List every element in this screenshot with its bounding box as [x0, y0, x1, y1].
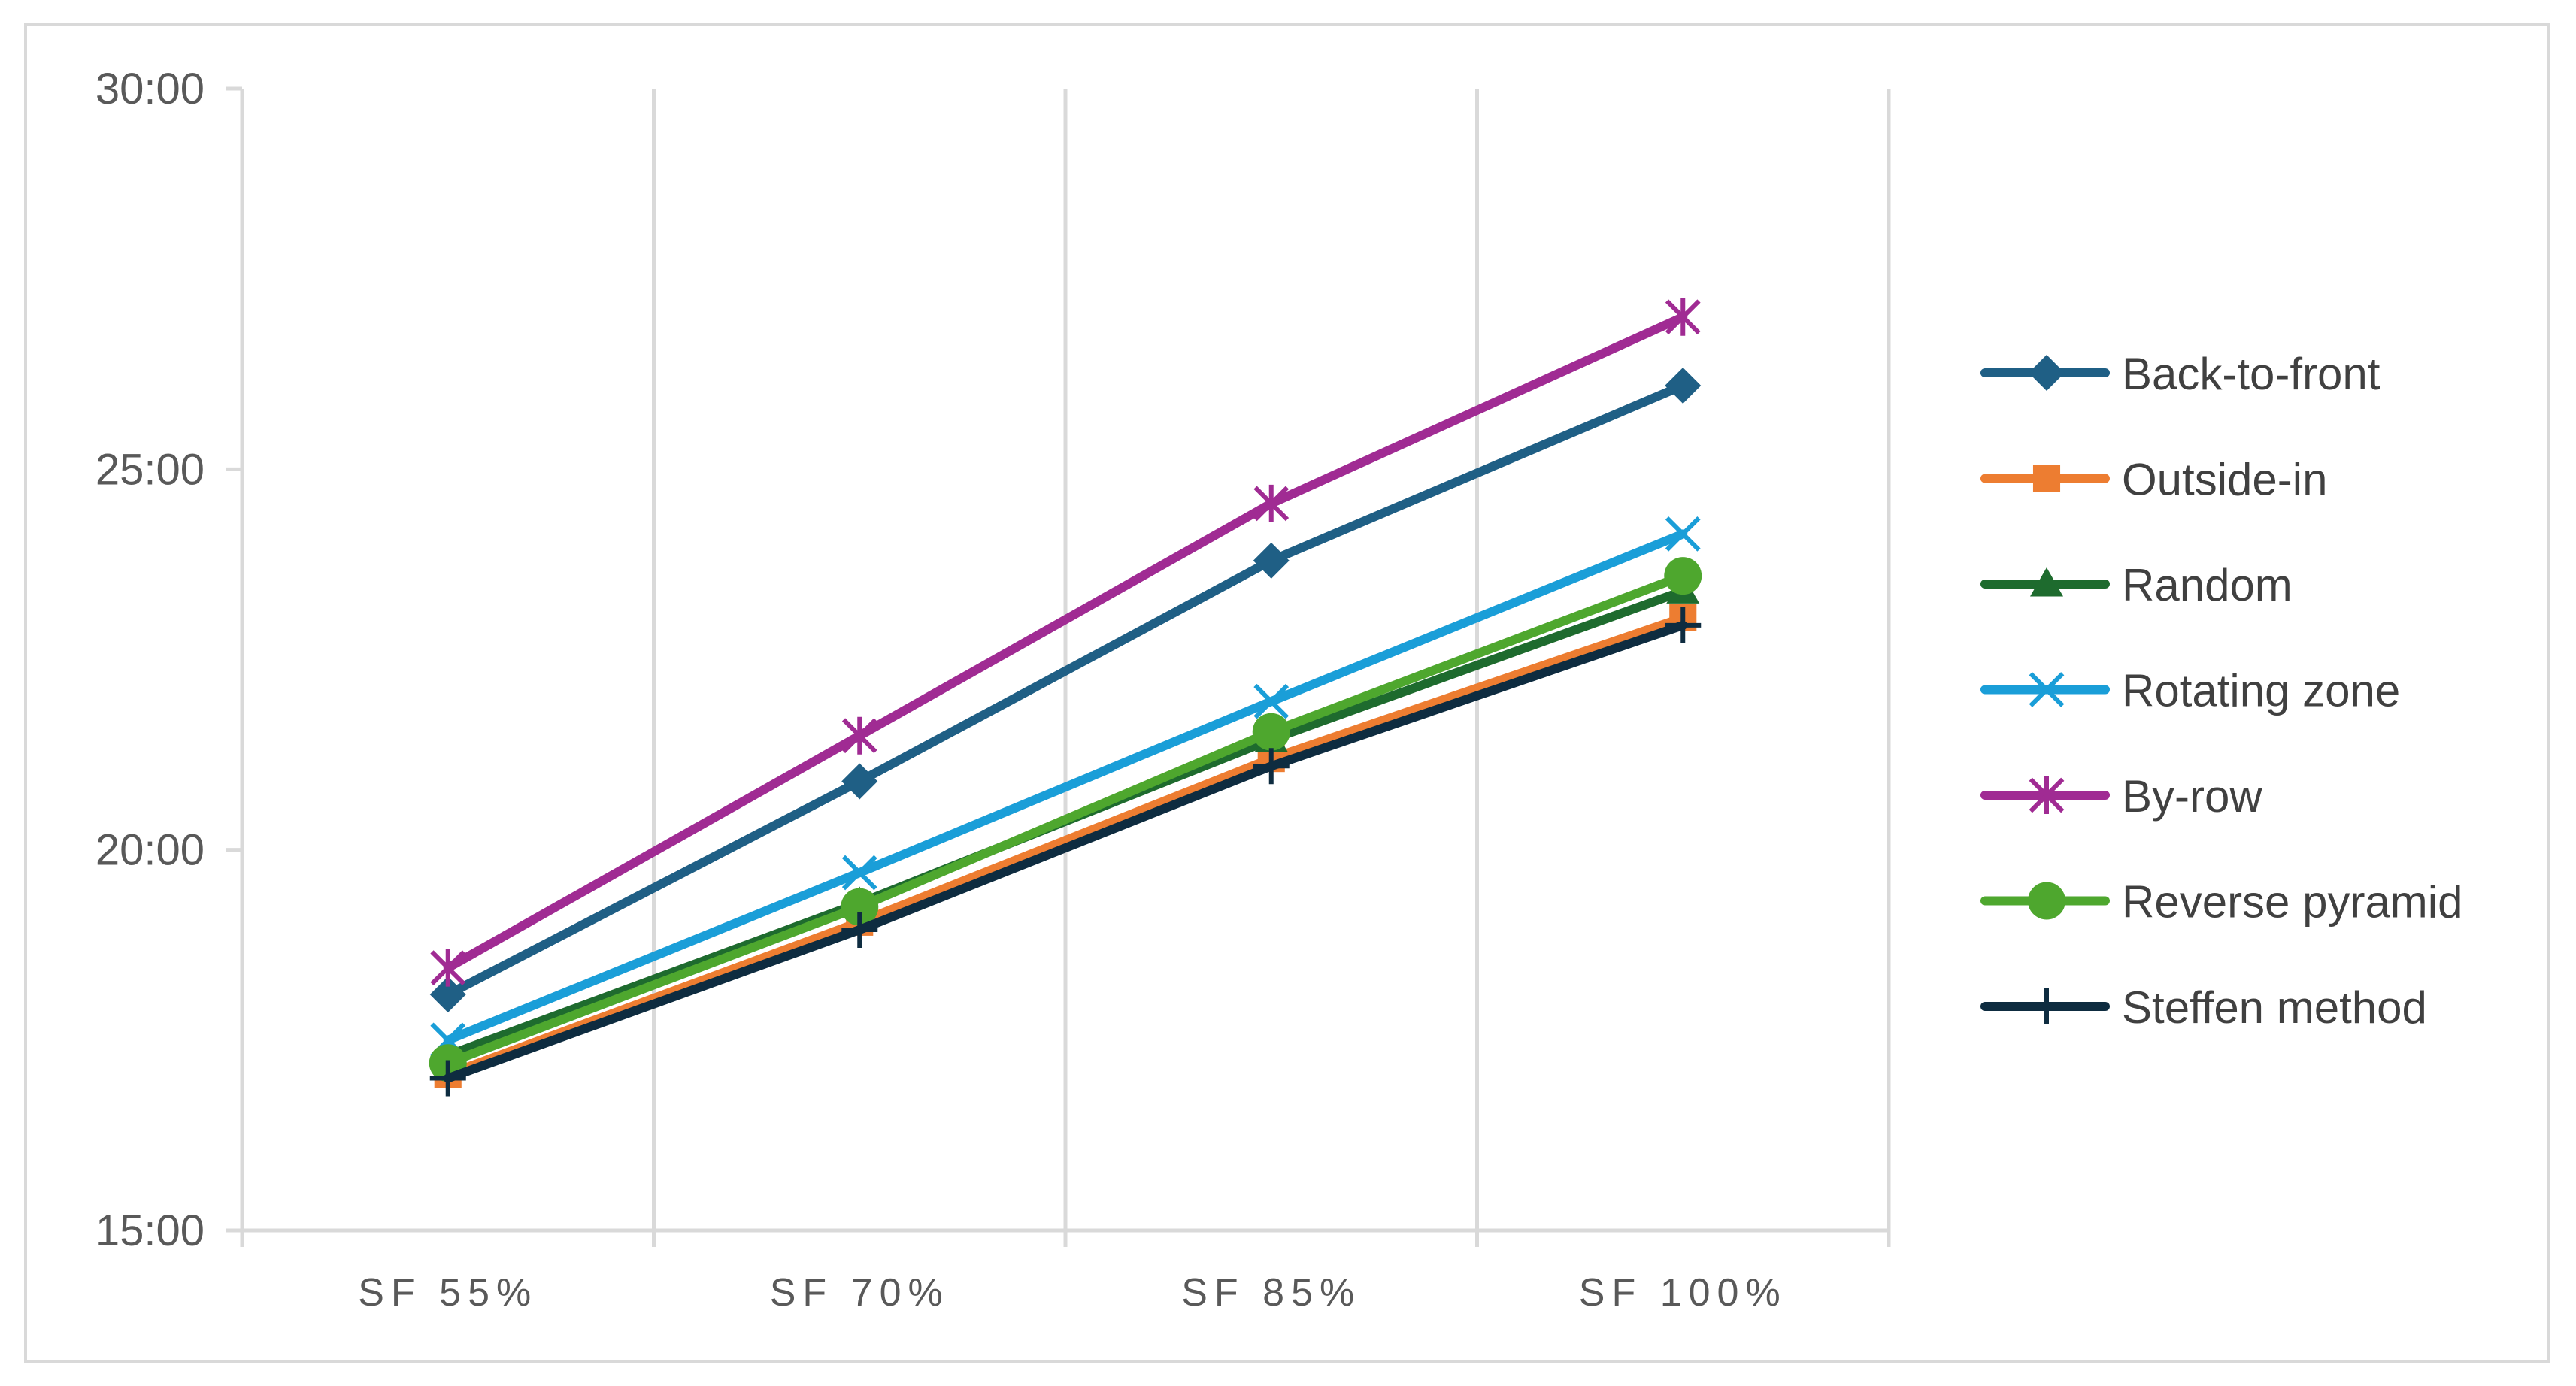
- grid-lines: [652, 89, 1891, 1230]
- legend-entry: By-row: [1980, 771, 2262, 822]
- data-point-marker: [2030, 567, 2063, 597]
- legend-label: Back-to-front: [2122, 349, 2381, 399]
- data-point-marker: [2028, 882, 2065, 920]
- data-point-marker: [2029, 776, 2065, 814]
- axes: 15:00 20:00 25:00 30:00 SF 55% SF 70% SF 85% SF…: [95, 65, 1891, 1315]
- data-point-marker: [2029, 988, 2065, 1024]
- legend-label: Reverse pyramid: [2122, 877, 2463, 928]
- data-point-marker: [841, 855, 877, 891]
- data-point-marker: [1665, 367, 1702, 404]
- data-point-marker: [1253, 683, 1290, 719]
- data-point-marker: [1253, 748, 1290, 785]
- data-point-marker: [841, 912, 878, 948]
- data-point-marker: [1253, 542, 1290, 579]
- legend: Back-to-front Outside-in Random Rotating zo…: [1980, 349, 2463, 1033]
- series-line: [443, 312, 1688, 973]
- series-line: [443, 571, 1688, 1068]
- legend-label: Rotating zone: [2122, 666, 2400, 716]
- legend-entry: Steffen method: [1980, 982, 2427, 1033]
- x-tick-label: SF 70%: [770, 1271, 950, 1315]
- data-point-marker: [841, 763, 878, 800]
- legend-label: By-row: [2122, 771, 2262, 822]
- x-tick-label: SF 55%: [358, 1271, 538, 1315]
- series-by-row: [430, 298, 1701, 987]
- data-point-marker: [2029, 672, 2065, 707]
- y-tick-label: 25:00: [95, 445, 205, 494]
- series-line: [443, 613, 1688, 1079]
- series-reverse-pyramid: [429, 557, 1702, 1082]
- series-steffen-method: [429, 607, 1702, 1097]
- series-line: [443, 620, 1688, 1083]
- data-point-marker: [2029, 355, 2065, 391]
- series-back-to-front: [429, 367, 1702, 1013]
- data-point-marker: [841, 888, 879, 926]
- data-point-marker: [841, 716, 877, 755]
- y-tick-label: 30:00: [95, 65, 205, 113]
- data-point-marker: [1665, 607, 1702, 643]
- data-point-marker: [1252, 713, 1290, 751]
- y-tick-label: 15:00: [95, 1206, 205, 1255]
- legend-entry: Outside-in: [1980, 455, 2327, 505]
- series-rotating-zone: [430, 516, 1701, 1058]
- y-tick-label: 20:00: [95, 826, 205, 875]
- data-point-marker: [1664, 557, 1702, 595]
- data-point-marker: [2032, 465, 2061, 492]
- series-line: [443, 380, 1688, 1000]
- series-line: [443, 529, 1688, 1045]
- x-tick-label: SF 100%: [1579, 1271, 1787, 1315]
- data-point-marker: [430, 949, 466, 987]
- data-point-marker: [429, 976, 466, 1013]
- legend-entry: Rotating zone: [1980, 666, 2400, 716]
- data-point-marker: [1253, 484, 1290, 522]
- legend-entry: Random: [1980, 560, 2293, 610]
- data-point-marker: [1665, 516, 1701, 552]
- legend-entry: Reverse pyramid: [1980, 877, 2463, 928]
- legend-label: Random: [2122, 560, 2293, 610]
- series-layer: [429, 298, 1702, 1097]
- data-point-marker: [429, 1060, 466, 1097]
- legend-label: Steffen method: [2122, 982, 2427, 1033]
- legend-entry: Back-to-front: [1980, 349, 2381, 399]
- data-point-marker: [1665, 298, 1701, 336]
- x-tick-label: SF 85%: [1181, 1271, 1361, 1315]
- legend-label: Outside-in: [2122, 455, 2327, 505]
